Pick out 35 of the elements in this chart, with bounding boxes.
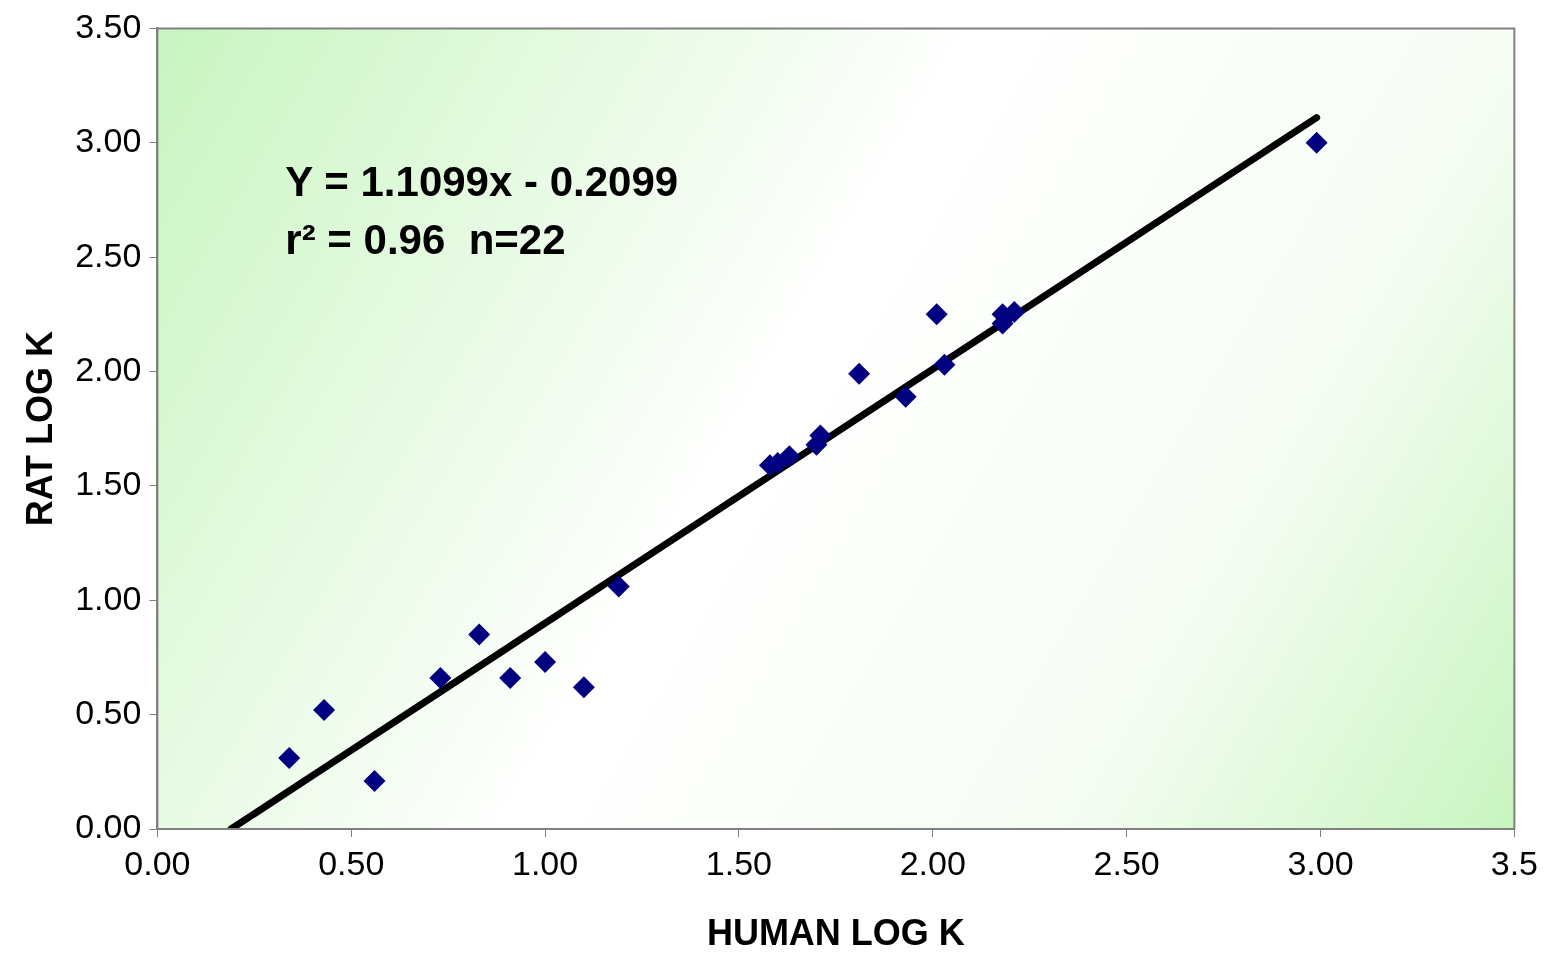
point	[278, 747, 301, 770]
y-tick-label: 2.00	[75, 349, 142, 388]
point	[1305, 131, 1328, 154]
annotation: r² = 0.96 n=22	[285, 216, 566, 264]
point	[572, 676, 595, 699]
y-tick-label: 0.50	[75, 693, 142, 731]
x-tick-label: 3.00	[1287, 843, 1354, 882]
y-tick-label: 0.00	[75, 807, 142, 846]
x-tick-label: 0.00	[124, 843, 191, 882]
point	[778, 445, 801, 468]
point	[894, 385, 917, 408]
y-tick-label: 1.00	[75, 578, 142, 617]
point	[363, 769, 386, 792]
point	[313, 699, 336, 722]
point	[534, 651, 557, 674]
point	[925, 303, 948, 326]
y-axis-title: RAT LOG K	[18, 331, 60, 527]
x-tick-label: 2.50	[1093, 843, 1160, 882]
point	[848, 362, 871, 385]
x-axis-title: HUMAN LOG K	[706, 912, 965, 954]
point	[429, 667, 452, 690]
point	[499, 667, 522, 690]
y-tick-label: 3.00	[75, 121, 142, 160]
annotation: Y = 1.1099x - 0.2099	[285, 158, 679, 206]
y-tick-label: 1.50	[75, 464, 142, 503]
x-tick-label: 1.00	[511, 843, 579, 882]
point	[468, 623, 491, 646]
point	[607, 575, 630, 598]
y-tick-label: 2.50	[75, 235, 142, 274]
x-tick-label: 0.50	[318, 843, 385, 882]
y-tick-label: 3.50	[75, 6, 142, 45]
x-tick-label: 2.00	[899, 843, 966, 882]
x-tick-label: 3.5	[1490, 843, 1538, 882]
x-tick-label: 1.50	[705, 843, 773, 882]
point	[933, 353, 956, 376]
